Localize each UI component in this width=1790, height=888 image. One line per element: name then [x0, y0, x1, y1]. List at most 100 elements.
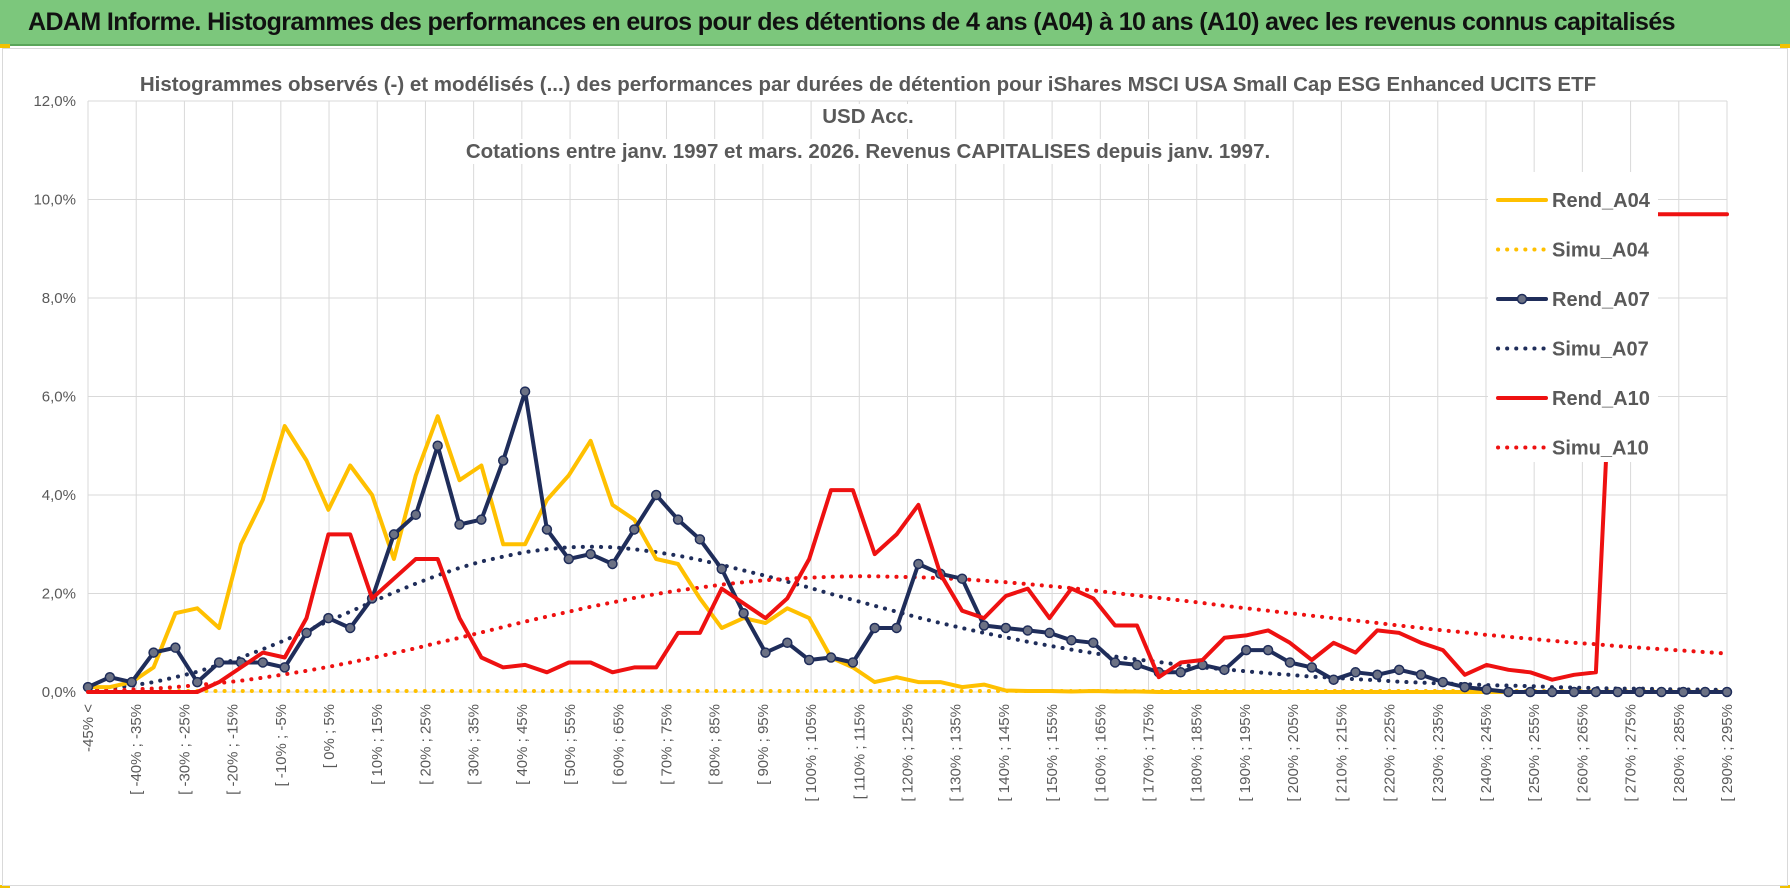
data-point: [803, 654, 815, 666]
x-tick-label: [ 270% ; 275%: [1623, 704, 1640, 802]
chart-title-line: Histogrammes observés (-) et modélisés (…: [140, 73, 1596, 96]
legend-label: Rend_A04: [1552, 190, 1651, 212]
data-point: [760, 647, 771, 658]
data-point: [148, 647, 159, 658]
x-tick-label: [ -40% ; -35%: [128, 704, 145, 795]
title-background: [818, 104, 918, 129]
data-point: [738, 607, 749, 619]
data-point: [519, 386, 531, 397]
data-point: [978, 620, 990, 631]
x-tick-label: [ 90% ; 95%: [755, 704, 772, 785]
data-point: [213, 657, 225, 668]
title-background: [135, 72, 1601, 97]
x-tick-label: [ 100% ; 105%: [803, 704, 820, 802]
chart-title-line: USD Acc.: [822, 105, 914, 128]
data-point: [1066, 635, 1077, 646]
data-point: [1393, 664, 1405, 676]
chart-frame: [2, 48, 1788, 886]
data-point: [1503, 686, 1514, 698]
y-axis: 0,0% 2,0% 4,0% 6,0% 8,0% 10,0% 12,0%: [33, 93, 76, 701]
corner-accent: [1780, 885, 1790, 888]
data-point: [1546, 686, 1558, 698]
x-tick-label: [ 150% ; 155%: [1044, 704, 1061, 802]
data-point: [170, 642, 181, 653]
x-tick-label: [ 170% ; 175%: [1141, 704, 1158, 802]
x-tick-label: [ 20% ; 25%: [417, 704, 434, 785]
x-tick-label: [ -10% ; -5%: [273, 704, 290, 787]
series-lines: [82, 212, 1733, 698]
data-point: [1415, 669, 1427, 681]
data-point: [869, 622, 880, 634]
report-banner: ADAM Informe. Histogrammes des performan…: [0, 0, 1790, 46]
corner-accent: [1780, 44, 1790, 48]
y-tick-label: 0,0%: [42, 684, 76, 701]
data-point: [257, 657, 269, 668]
legend-label: Simu_A10: [1552, 438, 1649, 460]
data-point: [541, 524, 553, 535]
x-tick-label: [ 220% ; 225%: [1382, 704, 1399, 802]
data-point: [301, 627, 312, 639]
x-tick-label: [ 290% ; 295%: [1719, 704, 1736, 802]
data-point: [607, 558, 618, 570]
data-point: [694, 534, 706, 545]
y-tick-label: 8,0%: [42, 290, 76, 307]
data-point: [629, 524, 640, 535]
data-point: [279, 662, 290, 673]
x-tick-label: [ 230% ; 235%: [1430, 704, 1447, 802]
x-tick-label: [ 280% ; 285%: [1671, 704, 1688, 802]
grid: [87, 100, 1728, 693]
x-tick-label: [ -30% ; -25%: [176, 704, 193, 795]
data-point: [585, 548, 596, 560]
x-tick-label: [ 70% ; 75%: [658, 704, 675, 785]
x-tick-label: -45% <: [80, 704, 97, 752]
data-point: [1088, 637, 1099, 648]
x-axis: -45% < [ -40% ; -35% [ -30% ; -25% [ -20% ;…: [80, 704, 1736, 802]
data-point: [1721, 686, 1733, 698]
data-point: [1678, 686, 1689, 698]
data-point: [1350, 667, 1361, 678]
data-point: [1590, 686, 1602, 698]
data-point: [716, 563, 727, 575]
x-tick-label: [ 250% ; 255%: [1526, 704, 1543, 802]
data-point: [956, 573, 968, 584]
data-point: [825, 652, 837, 663]
data-point: [388, 529, 400, 540]
series-line-rend-a10: [86, 212, 1729, 694]
x-tick-label: [ 200% ; 205%: [1285, 704, 1302, 802]
x-tick-label: [ 60% ; 65%: [610, 704, 627, 785]
x-tick-label: [ 210% ; 215%: [1333, 704, 1350, 802]
data-point: [126, 676, 137, 688]
x-tick-label: [ 160% ; 165%: [1092, 704, 1109, 802]
data-point: [650, 489, 662, 501]
y-tick-label: 6,0%: [42, 389, 76, 406]
series-line-simu-a10: [86, 574, 1729, 693]
data-point: [1219, 664, 1230, 676]
data-point: [1240, 644, 1252, 656]
data-point: [1284, 657, 1296, 668]
corner-accent: [0, 44, 10, 48]
legend-label: Simu_A04: [1552, 240, 1650, 262]
x-tick-label: [ 240% ; 245%: [1478, 704, 1495, 802]
title-background: [461, 139, 1275, 164]
legend-label: Rend_A07: [1552, 289, 1650, 311]
x-tick-label: [ 50% ; 55%: [562, 704, 579, 785]
data-point: [1022, 625, 1033, 636]
data-point: [1612, 686, 1623, 698]
data-point: [410, 509, 422, 520]
data-point: [1634, 686, 1645, 698]
x-tick-label: [ -20% ; -15%: [225, 704, 242, 795]
x-tick-label: [ 140% ; 145%: [996, 704, 1013, 802]
x-tick-label: [ 180% ; 185%: [1189, 704, 1206, 802]
data-point: [1262, 644, 1274, 656]
data-point: [1328, 674, 1339, 685]
y-tick-label: 10,0%: [33, 192, 76, 209]
x-tick-label: [ 120% ; 125%: [900, 704, 917, 802]
data-point: [1437, 676, 1449, 688]
x-tick-label: [ 0% ; 5%: [321, 704, 338, 768]
data-point: [1175, 667, 1186, 678]
data-point: [344, 622, 356, 634]
data-point: [432, 440, 443, 451]
data-point: [454, 519, 465, 530]
data-point: [192, 676, 203, 688]
